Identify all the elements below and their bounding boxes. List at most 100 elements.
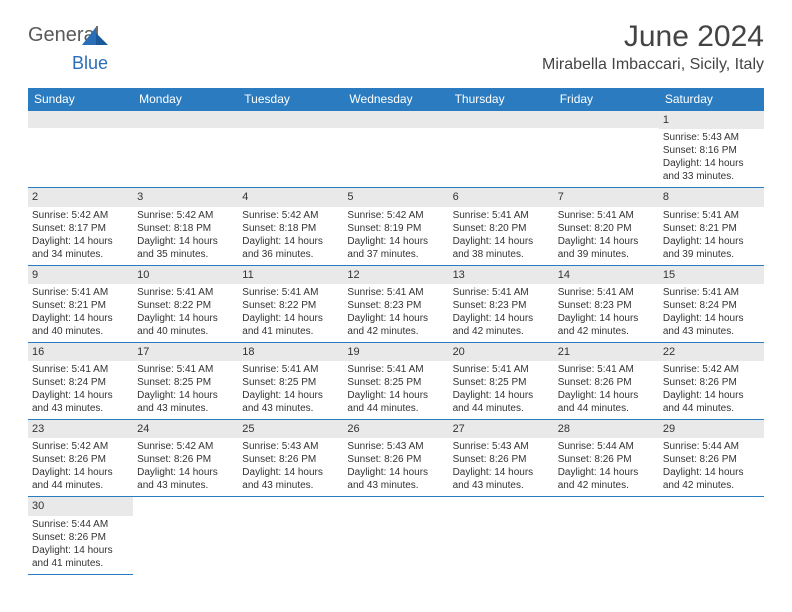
day-content: Sunrise: 5:41 AMSunset: 8:25 PMDaylight:… [238,361,343,419]
calendar-week-row: 16Sunrise: 5:41 AMSunset: 8:24 PMDayligh… [28,342,764,419]
day-number: 21 [554,343,659,361]
day-number: 19 [343,343,448,361]
calendar-cell [659,497,764,574]
weekday-header: Tuesday [238,88,343,111]
calendar-cell: 7Sunrise: 5:41 AMSunset: 8:20 PMDaylight… [554,188,659,265]
day-content: Sunrise: 5:41 AMSunset: 8:26 PMDaylight:… [554,361,659,419]
empty-day-strip [133,111,238,128]
day-content: Sunrise: 5:42 AMSunset: 8:19 PMDaylight:… [343,207,448,265]
day-content: Sunrise: 5:41 AMSunset: 8:20 PMDaylight:… [554,207,659,265]
calendar-cell [133,497,238,574]
weekday-header: Wednesday [343,88,448,111]
day-content: Sunrise: 5:41 AMSunset: 8:24 PMDaylight:… [659,284,764,342]
day-number: 7 [554,188,659,206]
day-content: Sunrise: 5:41 AMSunset: 8:25 PMDaylight:… [449,361,554,419]
calendar-cell: 6Sunrise: 5:41 AMSunset: 8:20 PMDaylight… [449,188,554,265]
day-number: 25 [238,420,343,438]
day-number: 6 [449,188,554,206]
day-content: Sunrise: 5:44 AMSunset: 8:26 PMDaylight:… [28,516,133,574]
day-content: Sunrise: 5:42 AMSunset: 8:26 PMDaylight:… [28,438,133,496]
day-number: 5 [343,188,448,206]
calendar-table: SundayMondayTuesdayWednesdayThursdayFrid… [28,88,764,575]
calendar-cell: 22Sunrise: 5:42 AMSunset: 8:26 PMDayligh… [659,342,764,419]
day-content: Sunrise: 5:41 AMSunset: 8:25 PMDaylight:… [133,361,238,419]
calendar-cell [238,497,343,574]
calendar-week-row: 1Sunrise: 5:43 AMSunset: 8:16 PMDaylight… [28,111,764,188]
day-content: Sunrise: 5:43 AMSunset: 8:26 PMDaylight:… [238,438,343,496]
calendar-cell: 9Sunrise: 5:41 AMSunset: 8:21 PMDaylight… [28,265,133,342]
calendar-cell [449,497,554,574]
calendar-cell: 27Sunrise: 5:43 AMSunset: 8:26 PMDayligh… [449,420,554,497]
day-number: 9 [28,266,133,284]
day-content: Sunrise: 5:43 AMSunset: 8:26 PMDaylight:… [343,438,448,496]
day-content: Sunrise: 5:41 AMSunset: 8:22 PMDaylight:… [133,284,238,342]
empty-day-strip [238,111,343,128]
calendar-cell: 20Sunrise: 5:41 AMSunset: 8:25 PMDayligh… [449,342,554,419]
day-number: 17 [133,343,238,361]
calendar-cell: 13Sunrise: 5:41 AMSunset: 8:23 PMDayligh… [449,265,554,342]
day-number: 13 [449,266,554,284]
location: Mirabella Imbaccari, Sicily, Italy [542,56,764,74]
calendar-cell [554,111,659,188]
calendar-cell [449,111,554,188]
day-number: 3 [133,188,238,206]
month-title: June 2024 [542,20,764,54]
calendar-cell: 5Sunrise: 5:42 AMSunset: 8:19 PMDaylight… [343,188,448,265]
day-number: 28 [554,420,659,438]
calendar-cell: 23Sunrise: 5:42 AMSunset: 8:26 PMDayligh… [28,420,133,497]
calendar-cell [343,497,448,574]
day-content: Sunrise: 5:41 AMSunset: 8:21 PMDaylight:… [659,207,764,265]
day-content: Sunrise: 5:41 AMSunset: 8:24 PMDaylight:… [28,361,133,419]
day-number: 22 [659,343,764,361]
day-content: Sunrise: 5:43 AMSunset: 8:26 PMDaylight:… [449,438,554,496]
day-number: 18 [238,343,343,361]
logo-text-blue: Blue [72,53,108,73]
day-content: Sunrise: 5:41 AMSunset: 8:23 PMDaylight:… [449,284,554,342]
day-number: 30 [28,497,133,515]
day-content: Sunrise: 5:41 AMSunset: 8:22 PMDaylight:… [238,284,343,342]
empty-day-strip [554,111,659,128]
calendar-week-row: 2Sunrise: 5:42 AMSunset: 8:17 PMDaylight… [28,188,764,265]
calendar-cell: 4Sunrise: 5:42 AMSunset: 8:18 PMDaylight… [238,188,343,265]
calendar-cell: 26Sunrise: 5:43 AMSunset: 8:26 PMDayligh… [343,420,448,497]
calendar-cell: 16Sunrise: 5:41 AMSunset: 8:24 PMDayligh… [28,342,133,419]
logo: General Blue [28,24,136,74]
empty-day-strip [449,111,554,128]
calendar-cell: 19Sunrise: 5:41 AMSunset: 8:25 PMDayligh… [343,342,448,419]
weekday-header: Thursday [449,88,554,111]
day-content: Sunrise: 5:42 AMSunset: 8:26 PMDaylight:… [659,361,764,419]
day-content: Sunrise: 5:44 AMSunset: 8:26 PMDaylight:… [554,438,659,496]
calendar-cell: 28Sunrise: 5:44 AMSunset: 8:26 PMDayligh… [554,420,659,497]
calendar-header-row: SundayMondayTuesdayWednesdayThursdayFrid… [28,88,764,111]
day-number: 16 [28,343,133,361]
calendar-cell: 14Sunrise: 5:41 AMSunset: 8:23 PMDayligh… [554,265,659,342]
weekday-header: Sunday [28,88,133,111]
header: General Blue June 2024 Mirabella Imbacca… [0,0,792,82]
day-number: 2 [28,188,133,206]
calendar-cell: 18Sunrise: 5:41 AMSunset: 8:25 PMDayligh… [238,342,343,419]
weekday-header: Friday [554,88,659,111]
day-content: Sunrise: 5:42 AMSunset: 8:26 PMDaylight:… [133,438,238,496]
calendar-cell [28,111,133,188]
day-number: 14 [554,266,659,284]
empty-day-strip [343,111,448,128]
calendar-cell [554,497,659,574]
day-content: Sunrise: 5:41 AMSunset: 8:23 PMDaylight:… [343,284,448,342]
day-number: 15 [659,266,764,284]
calendar-week-row: 23Sunrise: 5:42 AMSunset: 8:26 PMDayligh… [28,420,764,497]
calendar-cell: 17Sunrise: 5:41 AMSunset: 8:25 PMDayligh… [133,342,238,419]
day-content: Sunrise: 5:42 AMSunset: 8:18 PMDaylight:… [238,207,343,265]
calendar-cell: 12Sunrise: 5:41 AMSunset: 8:23 PMDayligh… [343,265,448,342]
day-content: Sunrise: 5:41 AMSunset: 8:23 PMDaylight:… [554,284,659,342]
calendar-cell: 2Sunrise: 5:42 AMSunset: 8:17 PMDaylight… [28,188,133,265]
day-number: 27 [449,420,554,438]
day-content: Sunrise: 5:41 AMSunset: 8:20 PMDaylight:… [449,207,554,265]
calendar-cell: 24Sunrise: 5:42 AMSunset: 8:26 PMDayligh… [133,420,238,497]
calendar-cell: 8Sunrise: 5:41 AMSunset: 8:21 PMDaylight… [659,188,764,265]
empty-day-strip [28,111,133,128]
day-number: 26 [343,420,448,438]
calendar-cell: 21Sunrise: 5:41 AMSunset: 8:26 PMDayligh… [554,342,659,419]
logo-arrow-icon [82,27,108,50]
day-number: 1 [659,111,764,129]
day-number: 24 [133,420,238,438]
